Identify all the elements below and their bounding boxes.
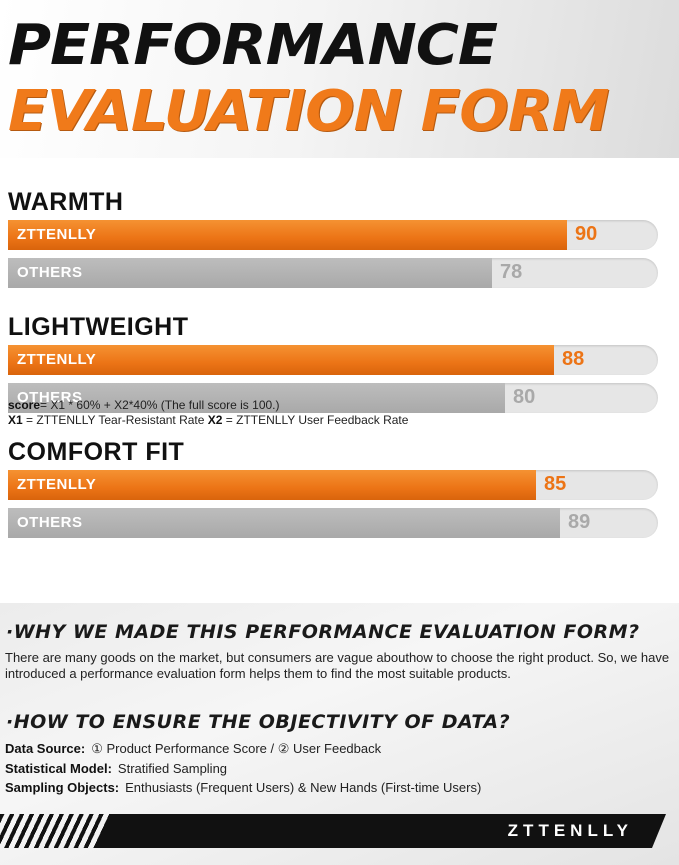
bar-track-comfort-fit-zttenlly: ZTTENLLY 85 — [8, 470, 658, 500]
statistical-model-value: Stratified Sampling — [117, 761, 228, 776]
category-title-warmth: WARMTH — [8, 188, 124, 216]
formula-score-key: score — [8, 398, 41, 412]
why-paragraph: There are many goods on the market, but … — [5, 650, 670, 681]
formula-line1: score= X1 * 60% + X2*40% (The full score… — [8, 398, 408, 413]
performance-bar-chart: WARMTH ZTTENLLY 90 OTHERS 78 LIGHTWEIGHT ZTTEN… — [0, 158, 679, 603]
bar-warmth-others — [8, 258, 492, 288]
footer-stripes — [0, 814, 110, 848]
bar-track-warmth-zttenlly: ZTTENLLY 90 — [8, 220, 658, 250]
formula-x2-text: = ZTTENLLY User Feedback Rate — [222, 413, 409, 427]
formula-score-text: = X1 * 60% + X2*40% (The full score is 1… — [40, 398, 280, 412]
bar-track-warmth-others: OTHERS 78 — [8, 258, 658, 288]
formula-x1-key: X1 — [8, 413, 23, 427]
footer-band: ZTTENLLY — [0, 814, 679, 848]
bar-lightweight-zttenlly — [8, 345, 554, 375]
bar-label-others: OTHERS — [17, 264, 83, 281]
brand-logo: ZTTENLLY — [507, 821, 633, 840]
bar-value-comfort-fit-others: 89 — [568, 511, 591, 533]
footer-bar — [96, 814, 666, 848]
data-source-row: Data Source: ① Product Performance Score … — [5, 741, 381, 757]
formula-x2-key: X2 — [207, 413, 223, 427]
statistical-model-label: Statistical Model: — [5, 761, 112, 776]
page-title-line1: PERFORMANCE — [8, 13, 498, 78]
bar-value-lightweight-zttenlly: 88 — [562, 348, 585, 370]
statistical-model-row: Statistical Model: Stratified Sampling — [5, 761, 227, 776]
bar-track-lightweight-zttenlly: ZTTENLLY 88 — [8, 345, 658, 375]
bar-label-others: OTHERS — [17, 389, 83, 406]
bar-label-others: OTHERS — [17, 514, 83, 531]
category-title-comfort-fit: COMFORT FIT — [8, 438, 185, 466]
score-formula: score= X1 * 60% + X2*40% (The full score… — [8, 398, 408, 428]
bar-value-lightweight-others: 80 — [513, 386, 536, 408]
objectivity-heading: ·HOW TO ENSURE THE OBJECTIVITY OF DATA? — [6, 711, 511, 733]
bar-track-comfort-fit-others: OTHERS 89 — [8, 508, 658, 538]
formula-line2: X1 = ZTTENLLY Tear-Resistant Rate X2 = Z… — [8, 413, 408, 428]
sampling-objects-value: Enthusiasts (Frequent Users) & New Hands… — [125, 780, 482, 795]
bar-label-zttenlly: ZTTENLLY — [17, 351, 97, 368]
bar-label-zttenlly: ZTTENLLY — [17, 476, 97, 493]
bar-lightweight-others — [8, 383, 505, 413]
bar-comfort-fit-others — [8, 508, 560, 538]
bar-label-zttenlly: ZTTENLLY — [17, 226, 97, 243]
bar-value-comfort-fit-zttenlly: 85 — [544, 473, 567, 495]
bar-comfort-fit-zttenlly — [8, 470, 536, 500]
why-heading: ·WHY WE MADE THIS PERFORMANCE EVALUATION… — [6, 621, 640, 643]
sampling-objects-row: Sampling Objects: Enthusiasts (Frequent U… — [5, 780, 481, 795]
data-source-label: Data Source: — [5, 741, 86, 756]
bar-warmth-zttenlly — [8, 220, 567, 250]
bar-track-lightweight-others: OTHERS 80 — [8, 383, 658, 413]
sampling-objects-label: Sampling Objects: — [5, 780, 120, 795]
formula-x1-text: = ZTTENLLY Tear-Resistant Rate — [22, 413, 208, 427]
bar-value-warmth-zttenlly: 90 — [575, 223, 598, 245]
bar-value-warmth-others: 78 — [500, 261, 523, 283]
data-source-value: ① Product Performance Score / ② User Fee… — [91, 741, 382, 756]
category-title-lightweight: LIGHTWEIGHT — [8, 313, 189, 341]
header-banner: PERFORMANCE EVALUATION FORM — [0, 0, 679, 158]
page-title-line2: EVALUATION FORM — [8, 79, 610, 144]
